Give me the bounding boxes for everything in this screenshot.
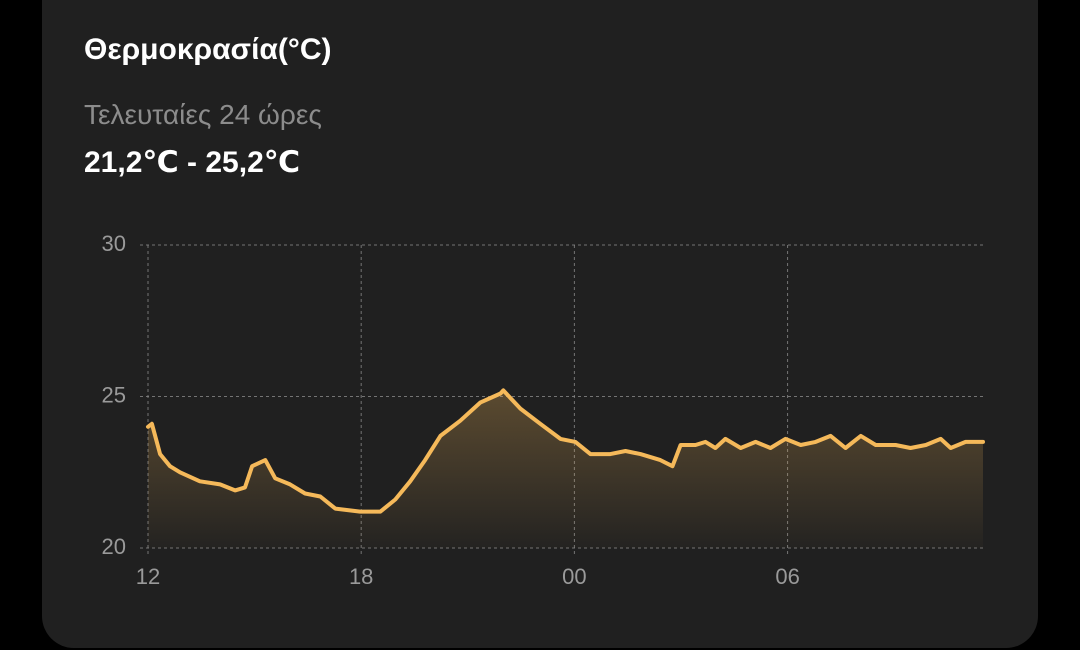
subtitle: Τελευταίες 24 ώρες <box>84 99 322 130</box>
y-tick-label: 30 <box>102 231 126 256</box>
x-tick-label: 12 <box>136 564 160 589</box>
x-tick-label: 18 <box>349 564 373 589</box>
range: 21,2℃ - 25,2℃ <box>84 146 300 179</box>
temperature-line <box>146 388 985 514</box>
y-tick-label: 20 <box>102 534 126 559</box>
x-tick-label: 00 <box>562 564 586 589</box>
x-tick-label: 06 <box>775 564 799 589</box>
area-fill <box>148 390 983 548</box>
y-tick-label: 25 <box>102 382 126 407</box>
card-title: Θερμοκρασία(°C) <box>84 33 332 66</box>
chart: 20 25 30 12 18 00 06 <box>102 231 985 589</box>
card <box>42 0 1038 648</box>
